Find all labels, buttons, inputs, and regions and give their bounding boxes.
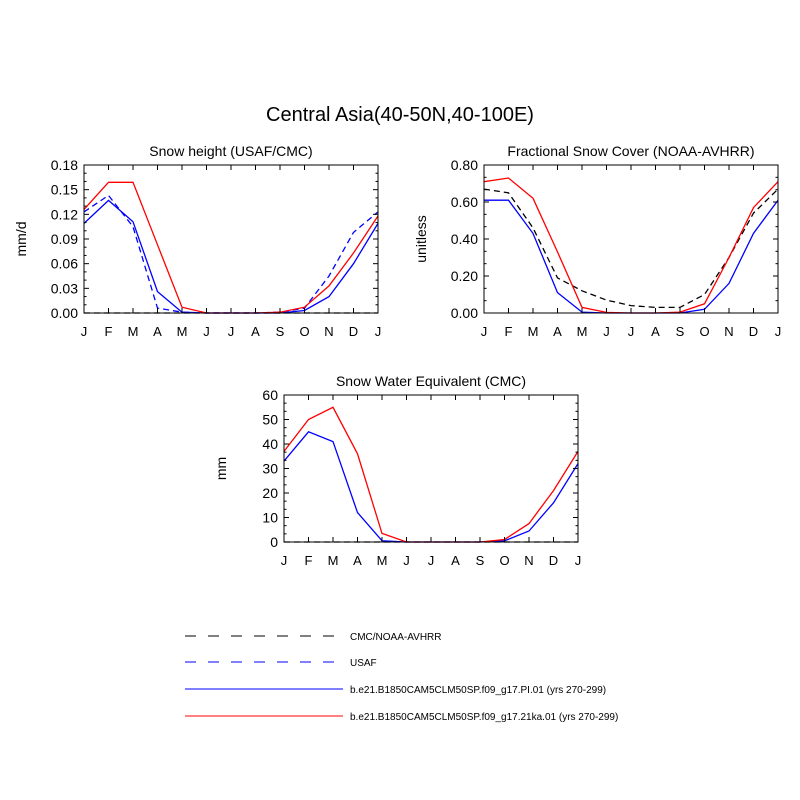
swe-ytick-label: 30 (262, 461, 278, 477)
swe-xtick-label: D (549, 553, 558, 568)
snow-cover-xtick-label: A (651, 324, 660, 339)
snow-cover-xtick-label: J (603, 324, 610, 339)
snow-cover-ytick-label: 0.40 (451, 231, 478, 247)
main-title: Central Asia(40-50N,40-100E) (266, 104, 534, 126)
snow-cover-xtick-label: M (528, 324, 539, 339)
legend-label-ka01: b.e21.B1850CAM5CLM50SP.f09_g17.21ka.01 (… (350, 712, 618, 723)
snow-height-xtick-label: S (276, 324, 285, 339)
legend-item-cmc_noaa: CMC/NOAA-AVHRR (185, 632, 441, 643)
snow-height-series-pi01 (83, 199, 379, 314)
snow-height-ylabel: mm/d (13, 222, 29, 257)
snow-height-panel: Snow height (USAF/CMC) mm/d 0.00 0.03 0.06 0.… (13, 143, 381, 339)
snow-height-xtick-label: J (228, 324, 235, 339)
swe-frame (283, 394, 579, 543)
legend-item-usaf: USAF (185, 658, 377, 669)
snow-cover-panel: Fractional Snow Cover (NOAA-AVHRR) unitle… (413, 143, 781, 339)
swe-xtick-label: J (428, 553, 435, 568)
legend-label-cmc_noaa: CMC/NOAA-AVHRR (350, 632, 441, 643)
swe-xtick-label: S (476, 553, 485, 568)
swe-ytick-label: 40 (262, 436, 278, 452)
snow-height-xtick-label: J (375, 324, 382, 339)
swe-xtick-label: J (403, 553, 410, 568)
snow-cover-xtick-label: A (553, 324, 562, 339)
swe-panel: Snow Water Equivalent (CMC) mm 0 10 20 30 40 50… (213, 373, 581, 568)
snow-height-title: Snow height (USAF/CMC) (149, 143, 312, 159)
legend-item-pi01: b.e21.B1850CAM5CLM50SP.f09_g17.PI.01 (yr… (185, 685, 606, 696)
snow-cover-series-pi01 (484, 199, 779, 314)
snow-height-ytick-label: 0.00 (51, 305, 78, 321)
snow-height-ytick-label: 0.06 (51, 256, 78, 272)
swe-xtick-label: O (499, 553, 509, 568)
snow-cover-xtick-label: O (699, 324, 709, 339)
snow-cover-title: Fractional Snow Cover (NOAA-AVHRR) (507, 143, 754, 159)
snow-cover-xtick-label: F (505, 324, 513, 339)
snow-cover-xtick-label: M (577, 324, 588, 339)
snow-height-xtick-label: J (203, 324, 210, 339)
swe-xtick-label: F (305, 553, 313, 568)
swe-ylabel: mm (213, 457, 229, 480)
snow-height-xtick-label: N (324, 324, 333, 339)
snow-height-xtick-label: D (349, 324, 358, 339)
snow-cover-ytick-label: 0.20 (451, 268, 478, 284)
snow-cover-ylabel: unitless (413, 215, 429, 262)
snow-height-ytick-label: 0.03 (51, 280, 78, 296)
snow-cover-xtick-label: S (676, 324, 685, 339)
legend-item-ka01: b.e21.B1850CAM5CLM50SP.f09_g17.21ka.01 (… (185, 712, 618, 723)
snow-cover-ytick-label: 0.60 (451, 194, 478, 210)
snow-height-ytick-label: 0.18 (51, 157, 78, 173)
swe-title: Snow Water Equivalent (CMC) (336, 373, 526, 389)
snow-height-xtick-label: O (299, 324, 309, 339)
swe-xtick-label: A (451, 553, 460, 568)
snow-cover-series-ka01 (483, 177, 779, 314)
swe-xtick-label: M (377, 553, 388, 568)
snow-cover-ytick-label: 0.80 (451, 157, 478, 173)
snow-cover-xtick-label: N (724, 324, 733, 339)
swe-ytick-label: 10 (262, 510, 278, 526)
swe-xtick-label: A (353, 553, 362, 568)
snow-cover-frame (483, 164, 779, 314)
snow-height-ytick-label: 0.15 (51, 182, 78, 198)
swe-xtick-label: J (281, 553, 288, 568)
snow-height-series-ka01 (83, 181, 379, 314)
legend-label-pi01: b.e21.B1850CAM5CLM50SP.f09_g17.PI.01 (yr… (350, 685, 606, 696)
swe-ytick-label: 50 (262, 412, 278, 428)
snow-height-xtick-label: F (105, 324, 113, 339)
swe-series-pi01 (283, 431, 579, 543)
swe-ytick-label: 60 (262, 387, 278, 403)
snow-cover-xtick-label: J (775, 324, 782, 339)
snow-height-xtick-label: A (153, 324, 162, 339)
swe-ytick-label: 0 (270, 534, 278, 550)
swe-xtick-label: M (328, 553, 339, 568)
snow-cover-xtick-label: J (628, 324, 635, 339)
snow-height-xtick-label: M (177, 324, 188, 339)
legend-label-usaf: USAF (350, 658, 377, 669)
swe-xtick-label: N (524, 553, 533, 568)
snow-cover-xtick-label: J (481, 324, 488, 339)
snow-height-xtick-label: J (81, 324, 88, 339)
swe-series-ka01 (283, 406, 579, 543)
snow-cover-ytick-label: 0.00 (451, 305, 478, 321)
snow-cover-xtick-label: D (749, 324, 758, 339)
swe-xtick-label: J (575, 553, 582, 568)
snow-height-xtick-label: A (251, 324, 260, 339)
snow-height-ytick-label: 0.12 (51, 206, 78, 222)
snow-height-ytick-label: 0.09 (51, 231, 78, 247)
snow-height-xtick-label: M (128, 324, 139, 339)
swe-ytick-label: 20 (262, 485, 278, 501)
snow-height-series-usaf (83, 194, 379, 314)
